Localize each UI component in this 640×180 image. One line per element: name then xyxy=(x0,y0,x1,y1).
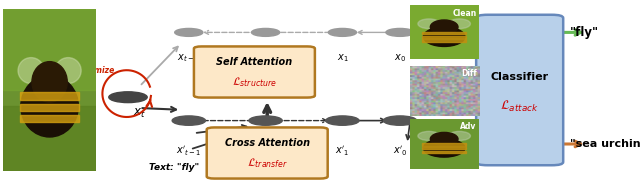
FancyArrowPatch shape xyxy=(557,141,580,147)
FancyArrowPatch shape xyxy=(193,129,253,148)
Text: $\mathcal{L}_{transfer}$: $\mathcal{L}_{transfer}$ xyxy=(246,156,288,170)
Text: Adv: Adv xyxy=(460,122,477,131)
Circle shape xyxy=(386,28,414,36)
FancyArrowPatch shape xyxy=(476,141,484,147)
FancyArrowPatch shape xyxy=(557,30,580,35)
FancyArrowPatch shape xyxy=(358,30,388,34)
Text: "fly": "fly" xyxy=(570,26,599,39)
Circle shape xyxy=(109,92,147,103)
Circle shape xyxy=(383,116,417,125)
Ellipse shape xyxy=(448,131,470,140)
Bar xyxy=(20,104,79,111)
FancyArrowPatch shape xyxy=(355,118,385,123)
Text: Classifier: Classifier xyxy=(491,72,548,82)
Text: Text: "fly": Text: "fly" xyxy=(149,163,199,172)
Text: $\mathcal{L}_{structure}$: $\mathcal{L}_{structure}$ xyxy=(232,75,277,89)
Bar xyxy=(3,106,96,171)
Bar xyxy=(422,39,467,42)
FancyArrowPatch shape xyxy=(264,106,271,123)
Text: Clean: Clean xyxy=(452,9,477,18)
Circle shape xyxy=(328,28,356,36)
Ellipse shape xyxy=(18,58,44,84)
Bar xyxy=(422,150,467,153)
FancyArrowPatch shape xyxy=(408,30,413,34)
FancyArrowPatch shape xyxy=(142,107,176,112)
Bar xyxy=(20,93,79,100)
Text: Diff: Diff xyxy=(461,69,477,78)
Bar xyxy=(422,143,467,145)
FancyArrowPatch shape xyxy=(196,125,246,133)
Text: $x_1$: $x_1$ xyxy=(337,52,348,64)
Bar xyxy=(3,9,96,90)
Ellipse shape xyxy=(424,27,465,46)
Text: optimize: optimize xyxy=(77,66,115,75)
Circle shape xyxy=(172,116,205,125)
FancyArrowPatch shape xyxy=(203,119,326,123)
Text: Self Attention: Self Attention xyxy=(216,57,292,67)
Circle shape xyxy=(252,28,280,36)
Text: "sea urchin": "sea urchin" xyxy=(570,139,640,149)
FancyArrowPatch shape xyxy=(141,47,178,84)
Text: $x'_0$: $x'_0$ xyxy=(393,144,407,158)
Ellipse shape xyxy=(21,75,78,137)
Text: $x'_1$: $x'_1$ xyxy=(335,144,349,158)
Ellipse shape xyxy=(418,131,440,140)
Ellipse shape xyxy=(424,139,465,157)
Circle shape xyxy=(175,28,203,36)
Bar xyxy=(422,147,467,149)
Ellipse shape xyxy=(418,19,440,29)
FancyArrowPatch shape xyxy=(476,30,484,35)
Text: $x_t$: $x_t$ xyxy=(133,107,146,120)
Circle shape xyxy=(249,116,282,125)
FancyBboxPatch shape xyxy=(194,46,315,98)
Circle shape xyxy=(326,116,359,125)
FancyArrowPatch shape xyxy=(406,123,410,139)
Ellipse shape xyxy=(448,19,470,29)
Text: $x_0$: $x_0$ xyxy=(394,52,406,64)
FancyBboxPatch shape xyxy=(476,15,563,165)
Ellipse shape xyxy=(430,132,458,145)
Text: $\mathcal{L}_{attack}$: $\mathcal{L}_{attack}$ xyxy=(500,99,539,114)
Ellipse shape xyxy=(55,58,81,84)
Text: Cross Attention: Cross Attention xyxy=(225,138,310,148)
Text: $x_{t-1}$: $x_{t-1}$ xyxy=(177,52,200,64)
Ellipse shape xyxy=(32,62,67,102)
Bar xyxy=(422,32,467,34)
Ellipse shape xyxy=(430,20,458,34)
FancyBboxPatch shape xyxy=(207,127,328,179)
Bar xyxy=(422,36,467,38)
Text: $x'_{t-1}$: $x'_{t-1}$ xyxy=(176,144,202,158)
FancyArrowPatch shape xyxy=(205,30,330,34)
Bar xyxy=(20,115,79,122)
